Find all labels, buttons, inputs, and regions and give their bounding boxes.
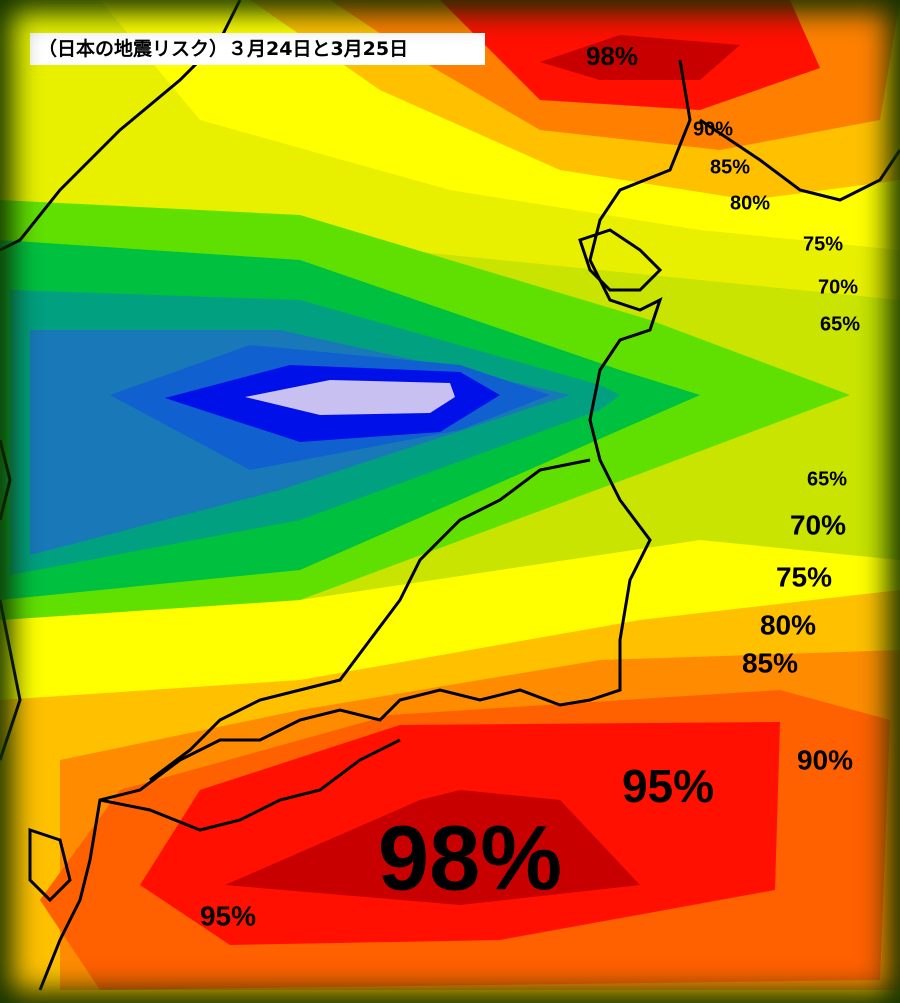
coastline	[38, 59, 692, 991]
coastline	[0, 439, 22, 761]
label-layer: 98% 90% 85% 80% 75% 70% 65% 65% 70% 75% 80% 85% 90% 9…	[200, 41, 860, 932]
map-title: （日本の地震リスク）３月24日と3月25日	[30, 33, 485, 65]
risk-label: 98%	[586, 41, 638, 71]
risk-label: 85%	[710, 156, 750, 178]
risk-label: 90%	[693, 118, 733, 140]
risk-label: 90%	[797, 744, 853, 775]
band-darkred	[540, 35, 740, 80]
risk-label: 95%	[200, 900, 256, 931]
coastline	[699, 118, 900, 202]
risk-label: 70%	[790, 509, 846, 540]
risk-label: 85%	[742, 647, 798, 678]
risk-label: 80%	[760, 609, 816, 640]
risk-label: 98%	[378, 807, 562, 909]
risk-label: 95%	[622, 760, 714, 812]
risk-label: 70%	[818, 276, 858, 298]
risk-label: 75%	[803, 233, 843, 255]
risk-label: 65%	[807, 468, 847, 490]
risk-label: 80%	[730, 192, 770, 214]
risk-label: 65%	[820, 313, 860, 335]
coastline	[28, 827, 72, 903]
band-darkred	[225, 790, 640, 905]
coastline	[578, 228, 663, 292]
risk-label: 75%	[776, 561, 832, 592]
coastline	[149, 458, 591, 782]
coastline	[99, 738, 401, 832]
band-lavender	[245, 380, 455, 415]
